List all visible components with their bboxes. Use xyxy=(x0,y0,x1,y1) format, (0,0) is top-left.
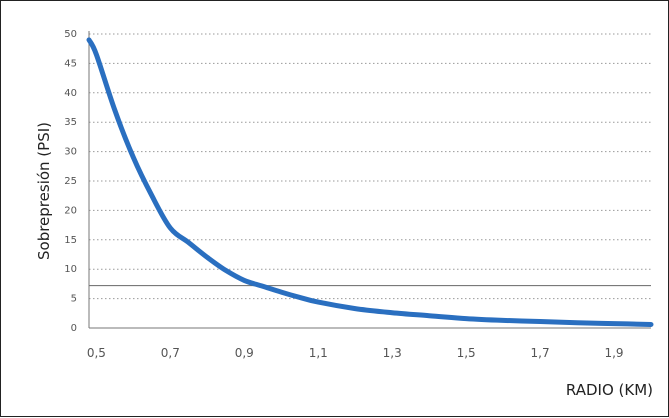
x-tick-label: 0,7 xyxy=(161,346,180,360)
x-tick-label: 1,9 xyxy=(604,346,623,360)
y-tick-label: 35 xyxy=(64,117,77,128)
y-tick-label: 45 xyxy=(64,58,77,69)
y-tick-label: 10 xyxy=(64,264,77,275)
x-tick-label: 0,9 xyxy=(235,346,254,360)
x-tick-label: 1,5 xyxy=(457,346,476,360)
y-tick-label: 30 xyxy=(64,147,77,158)
series-line-0 xyxy=(86,37,654,327)
series-group xyxy=(86,37,654,327)
axes xyxy=(88,31,651,329)
y-tick-label: 25 xyxy=(64,176,77,187)
y-axis-label: Sobrepresión (PSI) xyxy=(35,122,53,260)
x-axis-label: RADIO (KM) xyxy=(566,381,653,399)
x-tick-label: 1,7 xyxy=(531,346,550,360)
y-tick-label: 20 xyxy=(64,205,77,216)
y-tick-label: 0 xyxy=(71,323,77,334)
y-tick-label: 40 xyxy=(64,88,77,99)
y-tick-label: 50 xyxy=(64,29,77,40)
x-tick-label: 0,5 xyxy=(87,346,106,360)
x-tick-labels: 0,5 0,7 0,9 1,1 1,3 1,5 1,7 1,9 xyxy=(87,346,624,360)
y-tick-labels: 0 5 10 15 20 25 30 35 40 45 50 xyxy=(64,29,77,334)
x-tick-label: 1,3 xyxy=(383,346,402,360)
y-tick-label: 5 xyxy=(71,294,77,305)
gridlines xyxy=(89,33,651,300)
y-tick-label: 15 xyxy=(64,235,77,246)
x-tick-label: 1,1 xyxy=(309,346,328,360)
